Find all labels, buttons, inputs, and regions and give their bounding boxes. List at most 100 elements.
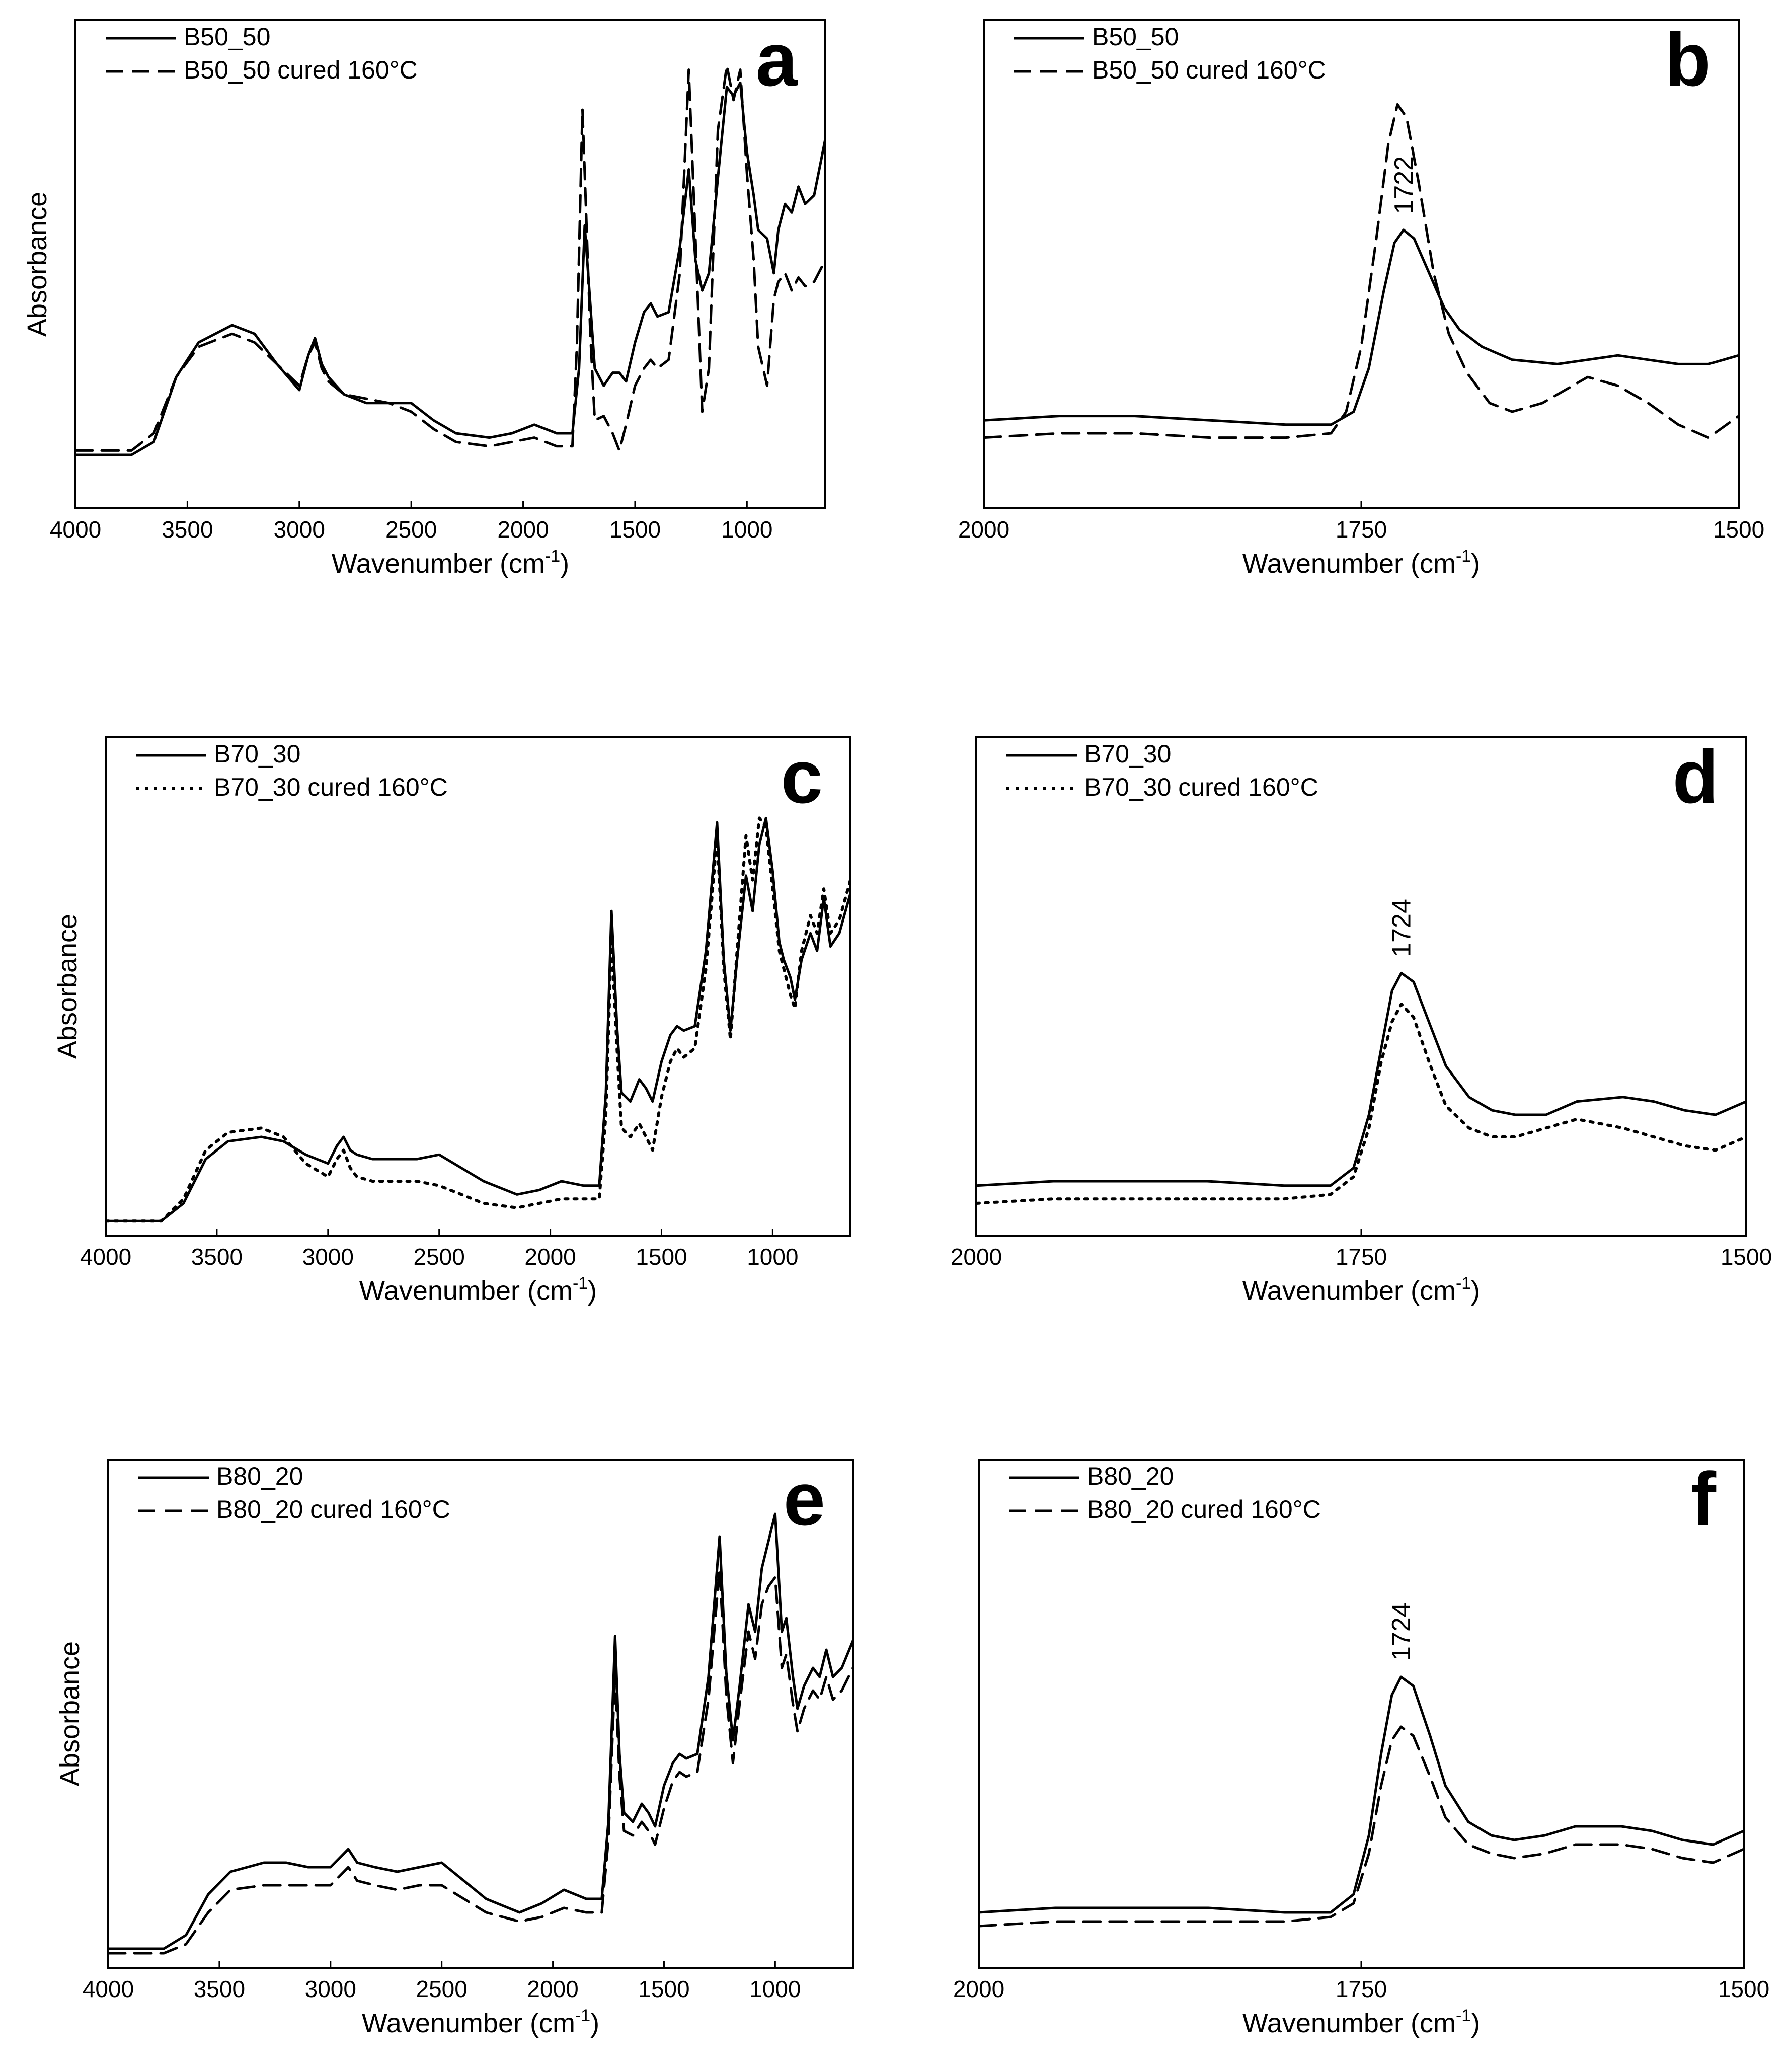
x-axis-label-sup: -1: [1456, 1274, 1471, 1293]
series-line-dashed: [984, 103, 1739, 439]
x-tick-label: 4000: [50, 516, 101, 543]
x-axis-label-main: Wavenumber (cm: [332, 549, 545, 579]
plot-frame: [107, 1459, 854, 1969]
x-tick-label: 1500: [609, 516, 661, 543]
x-axis-label-main: Wavenumber (cm: [1242, 549, 1456, 579]
series-line-solid: [979, 1675, 1744, 1914]
series-line-dashed: [75, 64, 825, 452]
x-tick-label: 2000: [958, 516, 1009, 543]
panel-letter: d: [1672, 734, 1719, 819]
legend-label: B80_20: [216, 1462, 303, 1490]
x-tick-label: 4000: [83, 1976, 134, 2002]
x-tick-label: 3500: [191, 1244, 243, 1270]
legend-label: B70_30 cured 160°C: [1084, 773, 1318, 801]
x-tick-label: 2000: [953, 1976, 1004, 2002]
x-tick-label: 2000: [527, 1976, 578, 2002]
x-tick-label: 1750: [1336, 1976, 1387, 2002]
x-axis-label-sup: -1: [1456, 547, 1471, 566]
x-tick-label: 3000: [302, 1244, 354, 1270]
series-line-dashed: [108, 1567, 853, 1955]
x-axis-label: Wavenumber (cm-1): [332, 547, 569, 579]
x-tick-label: 1000: [721, 516, 772, 543]
series-line-solid: [984, 228, 1739, 426]
legend-label: B70_30: [214, 740, 300, 768]
peak-label: 1722: [1389, 156, 1419, 214]
x-axis-label-end: ): [588, 1276, 597, 1306]
series-line-solid: [976, 971, 1746, 1187]
x-tick-label: 1500: [1718, 1976, 1769, 2002]
x-axis-label-sup: -1: [545, 547, 560, 566]
x-tick-label: 1500: [1721, 1244, 1772, 1270]
legend-label: B80_20 cured 160°C: [216, 1495, 450, 1523]
plot-frame: [105, 736, 851, 1237]
y-axis-label: Absorbance: [22, 192, 52, 337]
panel-letter: f: [1691, 1456, 1717, 1541]
plot-frame: [975, 736, 1747, 1237]
x-axis-label-sup: -1: [573, 1274, 588, 1293]
x-tick-label: 2500: [385, 516, 437, 543]
x-tick-label: 2500: [414, 1244, 465, 1270]
y-axis-label: Absorbance: [55, 1641, 85, 1786]
x-tick-label: 1000: [747, 1244, 798, 1270]
x-tick-label: 3000: [274, 516, 325, 543]
x-tick-label: 1500: [638, 1976, 689, 2002]
x-tick-label: 1750: [1336, 1244, 1387, 1270]
x-axis-label-end: ): [560, 549, 569, 579]
legend-label: B50_50 cured 160°C: [1092, 56, 1326, 84]
x-axis-label-end: ): [590, 2008, 599, 2038]
x-axis-label-main: Wavenumber (cm: [362, 2008, 575, 2038]
panel-letter: a: [756, 17, 799, 102]
panel-b: 2000 1750 1500 Wavenumber (cm-1) B50_50 B50_5…: [958, 17, 1764, 579]
x-tick-label: 2000: [497, 516, 549, 543]
legend-label: B70_30 cured 160°C: [214, 773, 448, 801]
x-axis-label-sup: -1: [1456, 2006, 1471, 2025]
x-tick-label: 3500: [162, 516, 213, 543]
plot-frame: [74, 19, 826, 509]
x-tick-label: 3500: [194, 1976, 245, 2002]
panel-letter: b: [1665, 17, 1711, 102]
x-axis-label-end: ): [1471, 1276, 1480, 1306]
x-axis-label: Wavenumber (cm-1): [1242, 547, 1480, 579]
legend-label: B80_20 cured 160°C: [1087, 1495, 1321, 1523]
series-line-dotted: [106, 816, 850, 1223]
x-tick-label: 1750: [1336, 516, 1387, 543]
series-line-solid: [106, 816, 850, 1222]
peak-label: 1724: [1387, 1602, 1416, 1661]
peak-label: 1724: [1387, 899, 1417, 957]
series-line-dashed: [979, 1725, 1744, 1928]
x-tick-label: 1500: [1713, 516, 1764, 543]
x-tick-label: 2000: [524, 1244, 576, 1270]
panel-d: 2000 1750 1500 Wavenumber (cm-1) B70_30 B70_3…: [951, 734, 1772, 1306]
x-axis-label: Wavenumber (cm-1): [1242, 2006, 1480, 2038]
x-tick-label: 1000: [749, 1976, 801, 2002]
panel-letter: e: [784, 1456, 825, 1541]
legend-label: B50_50: [1092, 23, 1179, 51]
x-axis-label-sup: -1: [575, 2006, 590, 2025]
x-tick-label: 2500: [416, 1976, 468, 2002]
x-axis-label-end: ): [1471, 2008, 1480, 2038]
x-axis-label-main: Wavenumber (cm: [1242, 1276, 1456, 1306]
panel-f: 2000 1750 1500 Wavenumber (cm-1) B80_20 B80_2…: [953, 1456, 1769, 2038]
x-axis-label: Wavenumber (cm-1): [362, 2006, 599, 2038]
panel-e: 4000 3500 3000 2500 2000 1500 1000 Wavenumber (…: [55, 1456, 854, 2038]
panel-letter: c: [781, 734, 823, 819]
y-axis-label: Absorbance: [52, 914, 83, 1059]
x-axis-label-main: Wavenumber (cm: [359, 1276, 573, 1306]
legend-label: B80_20: [1087, 1462, 1174, 1490]
x-axis-label-main: Wavenumber (cm: [1242, 2008, 1456, 2038]
x-tick-label: 3000: [305, 1976, 356, 2002]
x-axis-label-end: ): [1471, 549, 1480, 579]
series-line-dotted: [976, 1003, 1746, 1205]
panel-c: 4000 3500 3000 2500 2000 1500 1000 Wavenumber (…: [52, 734, 851, 1306]
x-axis-label: Wavenumber (cm-1): [359, 1274, 597, 1306]
legend-label: B50_50: [184, 23, 270, 51]
x-tick-label: 4000: [80, 1244, 131, 1270]
plot-frame: [978, 1459, 1745, 1969]
x-axis-label: Wavenumber (cm-1): [1242, 1274, 1480, 1306]
x-tick-label: 1500: [636, 1244, 687, 1270]
legend-label: B50_50 cured 160°C: [184, 56, 418, 84]
x-tick-label: 2000: [951, 1244, 1002, 1270]
legend-label: B70_30: [1084, 740, 1171, 768]
series-line-solid: [108, 1512, 853, 1950]
